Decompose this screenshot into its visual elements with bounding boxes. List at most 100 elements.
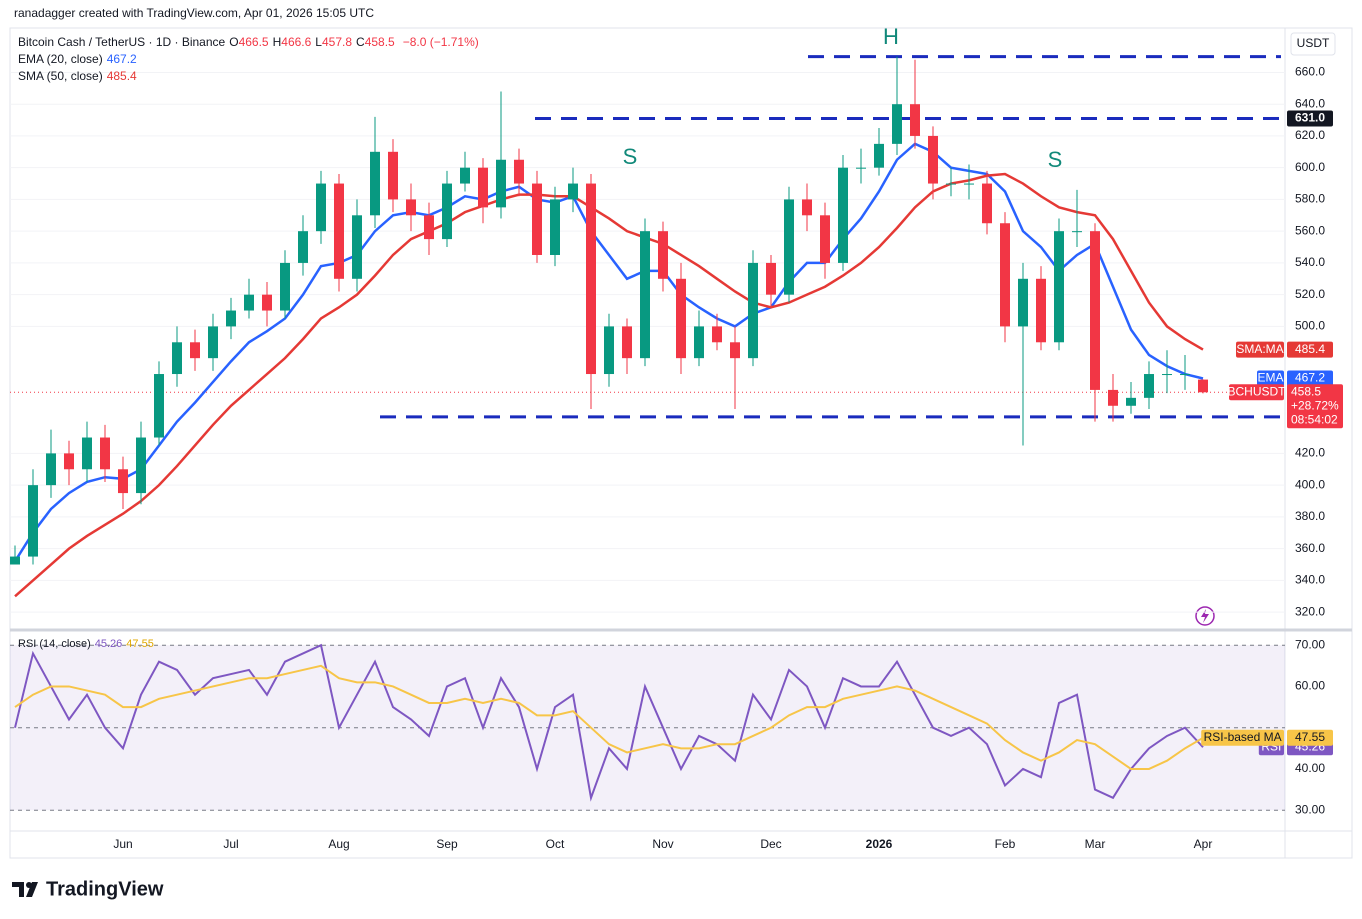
y-tick-label: 580.0 xyxy=(1295,192,1325,206)
price-tag xyxy=(1287,384,1343,429)
ohlc-label: C xyxy=(356,35,365,49)
candle-body xyxy=(586,183,596,375)
candle-body xyxy=(1000,223,1010,327)
axis-tag xyxy=(1236,341,1284,358)
axis-tag-label: SMA:MA xyxy=(1236,342,1283,356)
candle-body xyxy=(712,326,722,343)
candle-body xyxy=(802,199,812,216)
rsi-ma-value: 47.55 xyxy=(126,638,154,650)
ohlc-value: 458.5 xyxy=(364,35,395,49)
y-tick-label: 500.0 xyxy=(1295,319,1325,333)
candle-body xyxy=(1180,374,1190,376)
alert-bolt xyxy=(1201,609,1209,623)
series-line xyxy=(14,664,1204,770)
level-tag-label: 631.0 xyxy=(1295,111,1325,125)
candle-body xyxy=(280,262,290,311)
candle-body xyxy=(982,183,992,224)
footer-logo: TradingView xyxy=(12,878,164,900)
candle-body xyxy=(136,437,146,494)
alert-icon[interactable] xyxy=(1195,606,1215,626)
candle-body xyxy=(370,151,380,216)
series-line xyxy=(14,172,1204,598)
pattern-label: S xyxy=(623,144,638,169)
change: −8.0 (−1.71%) xyxy=(402,35,479,49)
x-tick-label: Jul xyxy=(223,837,238,851)
y-tick-label: 320.0 xyxy=(1295,604,1325,618)
x-tick-label: Sep xyxy=(436,837,458,851)
ohlc-value: 457.8 xyxy=(321,35,353,49)
candle-body xyxy=(1018,278,1028,327)
candle-body xyxy=(172,342,182,375)
candle-body xyxy=(10,556,20,565)
candle-body xyxy=(1072,231,1082,233)
axis-tag-label: 47.55 xyxy=(1295,730,1325,744)
logo-mark xyxy=(12,882,38,897)
y-tick-label: 420.0 xyxy=(1295,446,1325,460)
axis-tag xyxy=(1229,384,1284,401)
candle-body xyxy=(208,326,218,359)
ohlc-value: 466.5 xyxy=(238,35,269,49)
candle-body xyxy=(784,199,794,295)
x-tick-label: Mar xyxy=(1085,837,1106,851)
x-tick-label: Oct xyxy=(546,837,565,851)
candle-body xyxy=(298,231,308,263)
candle-body xyxy=(190,342,200,359)
candle-body xyxy=(910,104,920,136)
sma-name: SMA (50, close) xyxy=(18,69,103,83)
candle-body xyxy=(856,167,866,169)
logo-text: TradingView xyxy=(46,878,164,900)
y-tick-label: 380.0 xyxy=(1295,509,1325,523)
candle-body xyxy=(928,135,938,184)
pattern-label: S xyxy=(1048,147,1063,172)
x-tick-label: Nov xyxy=(652,837,673,851)
price-tag-line: +28.72% xyxy=(1291,398,1339,412)
rsi-tick-label: 70.00 xyxy=(1295,637,1325,651)
candle-body xyxy=(118,469,128,494)
candle-body xyxy=(496,159,506,208)
y-tick-label: 400.0 xyxy=(1295,477,1325,491)
y-tick-label: 540.0 xyxy=(1295,255,1325,269)
axis-tag-label: BCHUSDT xyxy=(1227,384,1286,398)
candle-body xyxy=(694,326,704,359)
axis-tag xyxy=(1257,370,1284,387)
candle-body xyxy=(532,183,542,255)
candle-body xyxy=(964,183,974,185)
legend-main: Bitcoin Cash / TetherUS · 1D · Binance O4… xyxy=(18,35,483,49)
y-tick-label: 660.0 xyxy=(1295,65,1325,79)
y-tick-label: 560.0 xyxy=(1295,223,1325,237)
x-tick-label: Feb xyxy=(995,837,1016,851)
axis-tag-label: RSI-based MA xyxy=(1204,730,1282,744)
symbol: Bitcoin Cash / TetherUS · 1D · Binance xyxy=(18,35,226,49)
axis-tag xyxy=(1287,341,1333,358)
rsi-band xyxy=(10,645,1285,811)
legend-rsi: RSI (14, close) 45.26 47.55 xyxy=(18,638,158,650)
ema-name: EMA (20, close) xyxy=(18,52,103,66)
candle-body xyxy=(946,183,956,185)
candle-body xyxy=(442,183,452,240)
x-tick-label: 2026 xyxy=(866,837,893,851)
rsi-name: RSI (14, close) xyxy=(18,638,91,650)
candle-body xyxy=(406,199,416,216)
rsi-tick-label: 60.00 xyxy=(1295,679,1325,693)
pattern-label: H xyxy=(883,24,899,49)
y-tick-label: 520.0 xyxy=(1295,287,1325,301)
y-tick-label: 620.0 xyxy=(1295,128,1325,142)
rsi-value: 45.26 xyxy=(94,638,123,650)
frame xyxy=(9,27,1353,859)
candle-body xyxy=(730,342,740,359)
candle-body xyxy=(1108,389,1118,406)
candle-body xyxy=(1126,397,1136,406)
axis-tag-label: EMA xyxy=(1257,371,1283,385)
logo-dot xyxy=(26,882,32,888)
candle-body xyxy=(64,453,74,470)
candle-body xyxy=(820,215,830,263)
candle-body xyxy=(568,183,578,200)
candle-body xyxy=(604,326,614,375)
rsi-tick-label: 40.00 xyxy=(1295,761,1325,775)
ohlc-label: O xyxy=(229,35,239,49)
attribution: ranadagger created with TradingView.com,… xyxy=(14,6,374,20)
currency: USDT xyxy=(1297,36,1330,50)
y-tick-label: 640.0 xyxy=(1295,96,1325,110)
x-tick-label: Apr xyxy=(1194,837,1213,851)
